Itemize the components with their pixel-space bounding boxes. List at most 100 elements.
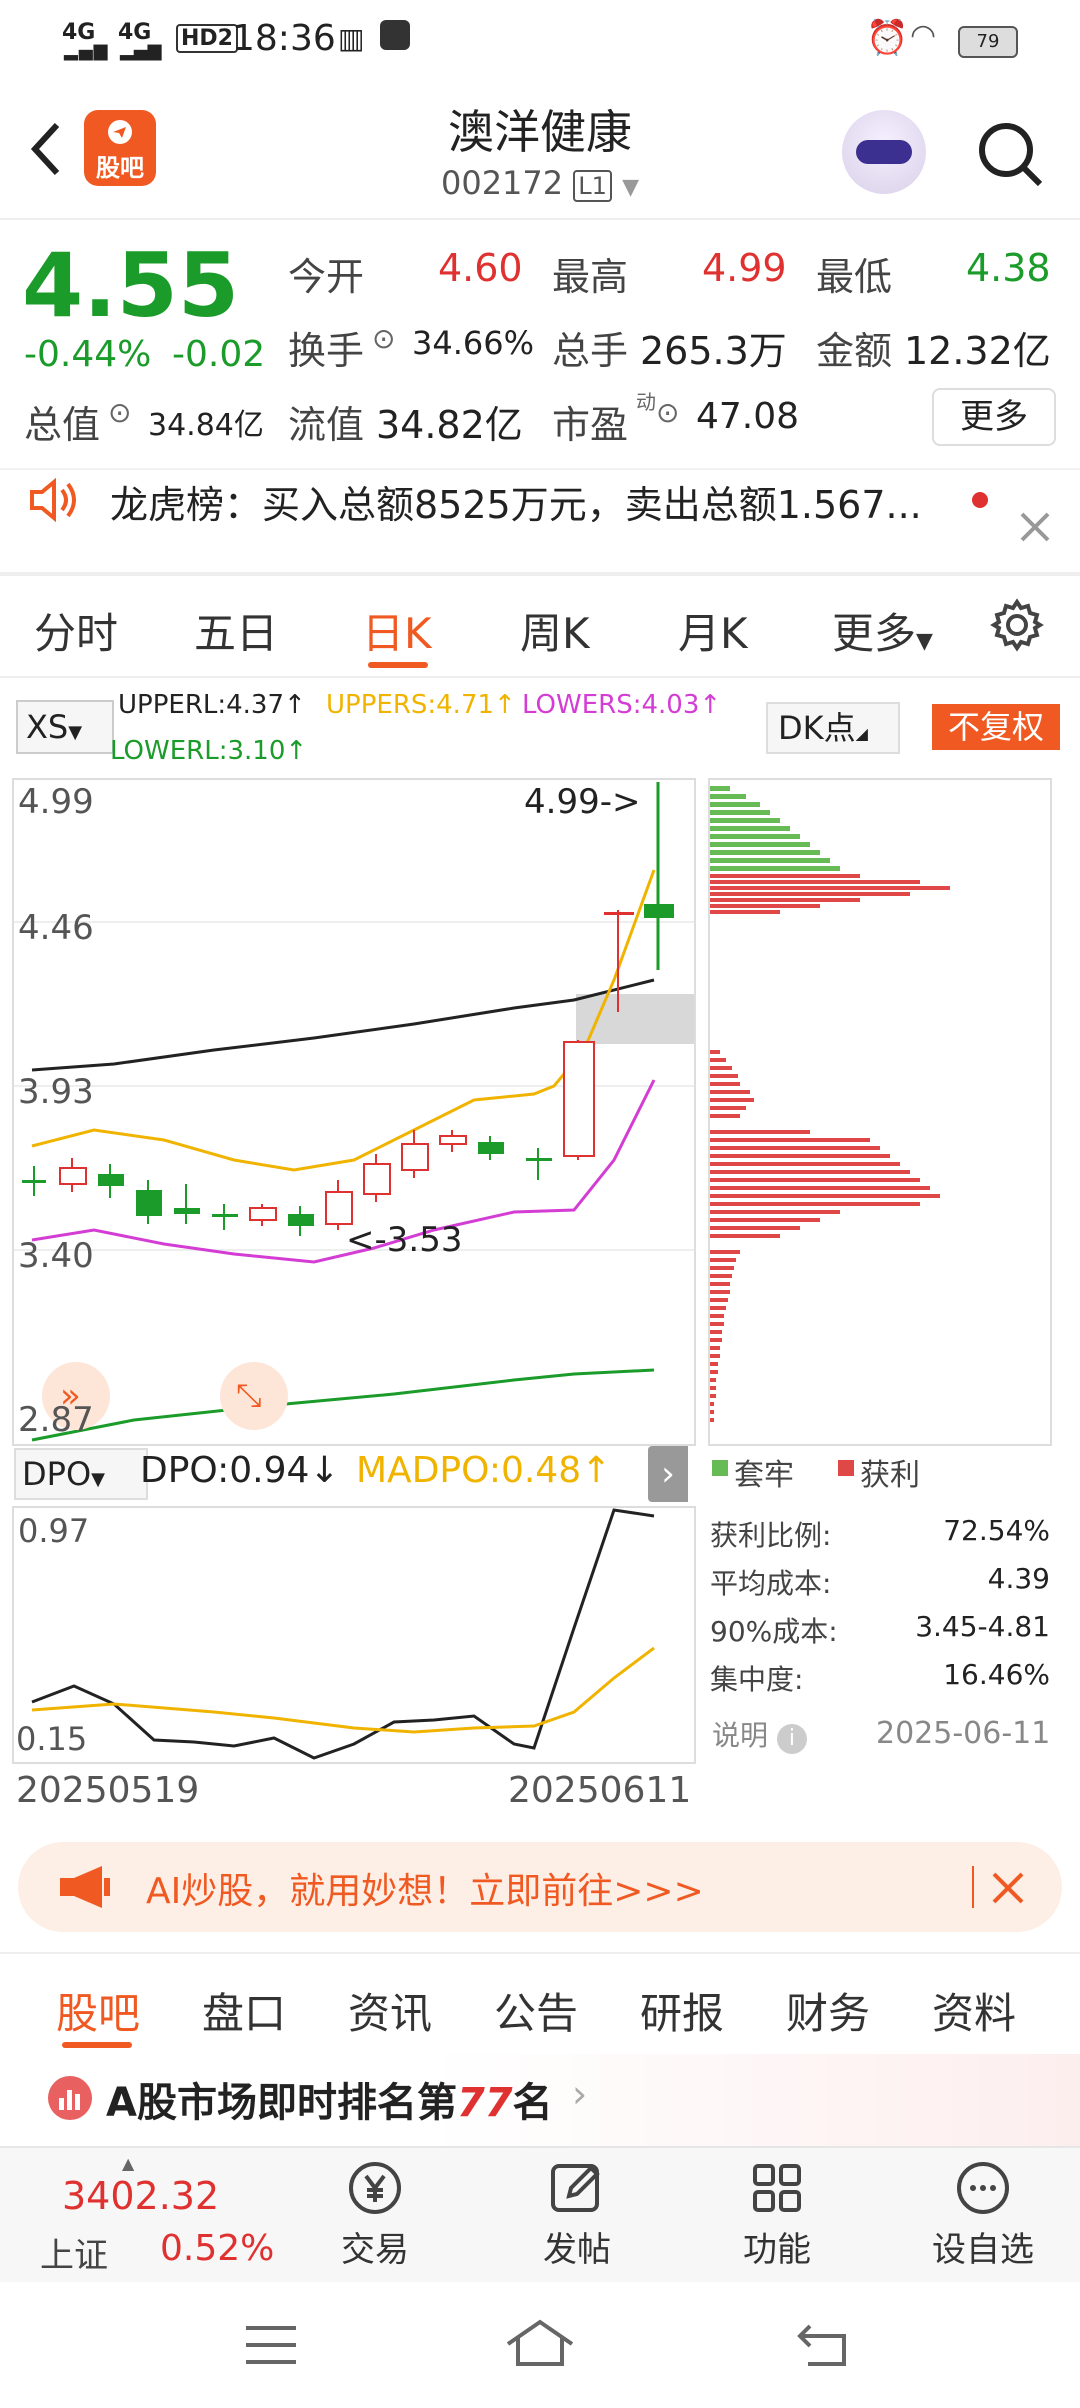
high-value: 4.99 (702, 246, 787, 290)
info-dots-icon[interactable]: ⊙ (372, 322, 396, 355)
settings-gear-icon[interactable] (990, 598, 1044, 652)
info-dots-icon-2[interactable]: ⊙ (108, 396, 132, 429)
mcap-label: 总值 (24, 403, 101, 447)
guba-logo[interactable]: 股吧 (84, 110, 156, 186)
back-arrow-icon (30, 122, 60, 176)
y-label-3.40: 3.40 (18, 1236, 94, 1276)
tab-intraday[interactable]: 分时 (34, 609, 119, 658)
info-dots-icon-3[interactable]: ⊙ (656, 396, 680, 429)
banner-close-icon[interactable] (990, 1870, 1026, 1906)
divider (0, 572, 1080, 576)
lowerl-label: LOWERL:3.10↑ (110, 736, 308, 766)
hd-badge: HD2 (176, 24, 238, 53)
uppers-label: UPPERS:4.71↑ (326, 690, 516, 720)
tab-finance[interactable]: 财务 (786, 1989, 871, 2038)
upperl-label: UPPERL:4.37↑ (118, 690, 306, 720)
system-nav-bar (0, 2282, 1080, 2408)
nav-trade-label: 交易 (341, 2230, 409, 2270)
expand-panel-button[interactable]: › (648, 1446, 688, 1502)
pe-dynamic-tag: 动 (636, 390, 656, 414)
tab-announcements[interactable]: 公告 (494, 1989, 579, 2038)
index-value: 3402.32 (62, 2174, 220, 2218)
amount-label: 金额 (816, 329, 893, 373)
index-pct: 0.52% (160, 2228, 275, 2269)
content-tab-indicator (62, 2042, 132, 2048)
close-icon[interactable] (1018, 510, 1052, 544)
edit-icon (551, 2164, 600, 2212)
back-nav-icon[interactable] (796, 2322, 850, 2368)
chevron-down-icon: ▼ (622, 175, 640, 200)
tab-five-day[interactable]: 五日 (194, 609, 279, 658)
kline-svg (14, 782, 694, 1442)
nav-add-watchlist[interactable]: 设自选 (918, 2158, 1048, 2278)
kline-chart[interactable]: 4.99 4.46 3.93 3.40 2.87 4.99-> <-3.53 »… (12, 778, 696, 1446)
nav-post[interactable]: 发帖 (522, 2158, 632, 2278)
y-label-2.87: 2.87 (18, 1400, 94, 1440)
send-icon (108, 120, 132, 144)
quote-panel: 4.55 -0.44% -0.02 今开 4.60 最高 4.99 最低 4.3… (0, 220, 1080, 468)
grid-icon (753, 2164, 801, 2212)
network-indicator-2: 4G (118, 20, 152, 45)
content-tabs: 股吧 盘口 资讯 公告 研报 财务 资料 (0, 1952, 1080, 2056)
search-icon (979, 123, 1043, 187)
dpo-svg (31, 1508, 655, 1760)
nav-features[interactable]: 功能 (722, 2158, 832, 2278)
ai-banner[interactable]: AI炒股，就用妙想！立即前往>>> (18, 1842, 1062, 1932)
expand-icon[interactable]: ⤡ (236, 1376, 262, 1414)
menu-icon[interactable] (244, 2324, 298, 2366)
caret-down-icon: ▼ (68, 722, 83, 743)
tab-pankou[interactable]: 盘口 (202, 1989, 287, 2038)
tab-guba[interactable]: 股吧 (56, 1989, 141, 2038)
kline-tabs: 分时 五日 日K 周K 月K 更多▼ (0, 576, 1080, 678)
rank-prefix: A股市场即时排名第 (106, 2080, 457, 2126)
wifi-icon: ◠ (910, 18, 937, 53)
stat-label-90-cost: 90%成本: (710, 1615, 838, 1648)
stat-label-concentration: 集中度: (710, 1663, 804, 1696)
stock-code-row[interactable]: 002172 L1 ▼ (340, 164, 740, 202)
tab-weekly-k[interactable]: 周K (520, 609, 590, 658)
max-price-marker: 4.99-> (524, 782, 641, 822)
rank-number: 77 (456, 2080, 513, 2126)
stat-value-avg-cost: 4.39 (987, 1562, 1050, 1595)
ai-banner-text: AI炒股，就用妙想！立即前往>>> (146, 1871, 704, 1912)
y-label-4.46: 4.46 (18, 908, 94, 948)
battery-icon: 79 (958, 26, 1018, 58)
tab-monthly-k[interactable]: 月K (678, 609, 748, 658)
open-value: 4.60 (438, 246, 523, 290)
tab-news[interactable]: 资讯 (348, 1989, 433, 2038)
dpo-selector[interactable]: DPO▼ (14, 1448, 148, 1500)
tab-daily-k[interactable]: 日K (362, 609, 432, 658)
dk-point-selector[interactable]: DK点◢ (766, 702, 900, 754)
caret-down-icon: ▼ (916, 629, 933, 654)
rank-row[interactable]: A股市场即时排名第77名 › (0, 2054, 1080, 2146)
xs-selector[interactable]: XS▼ (16, 700, 114, 754)
change-value: -0.02 (172, 334, 266, 375)
amount-value: 12.32亿 (904, 329, 1051, 373)
nav-features-label: 功能 (743, 2230, 811, 2270)
y-label-4.99: 4.99 (18, 782, 94, 822)
search-button[interactable] (970, 114, 1050, 194)
tab-profile[interactable]: 资料 (932, 1989, 1017, 2038)
min-price-marker: <-3.53 (346, 1220, 463, 1260)
dpo-chart[interactable]: 0.97 0.15 (12, 1506, 696, 1764)
tab-more[interactable]: 更多▼ (832, 600, 933, 661)
no-adjust-button[interactable]: 不复权 (932, 704, 1060, 750)
float-label: 流值 (288, 403, 365, 447)
chevron-right-icon: › (661, 1454, 675, 1494)
notice-bar[interactable]: 龙虎榜：买入总额8525万元，卖出总额1.567... (0, 468, 1080, 574)
status-bar: 4G ▂▄▆ 4G ▂▄▆ HD2 18:36 ▥ ⏰ ◠ 79 (0, 0, 1080, 80)
double-chevron-icon[interactable]: » (60, 1376, 81, 1416)
note-link[interactable]: 说明 i (712, 1714, 807, 1754)
back-button[interactable] (20, 114, 70, 184)
robot-avatar[interactable] (842, 110, 926, 194)
nav-trade[interactable]: 交易 (320, 2158, 430, 2278)
rank-suffix: 名 (512, 2080, 553, 2126)
low-value: 4.38 (966, 246, 1051, 290)
more-button[interactable]: 更多 (932, 388, 1056, 446)
tab-research[interactable]: 研报 (640, 1989, 725, 2038)
index-ticker[interactable]: ▲ 3402.32 上证 0.52% (0, 2148, 300, 2284)
signal-icon: ▂▄▆ (64, 40, 109, 61)
lowers-label: LOWERS:4.03↑ (522, 690, 722, 720)
notice-text: 龙虎榜：买入总额8525万元，卖出总额1.567... (110, 483, 922, 527)
home-icon[interactable] (504, 2316, 576, 2370)
